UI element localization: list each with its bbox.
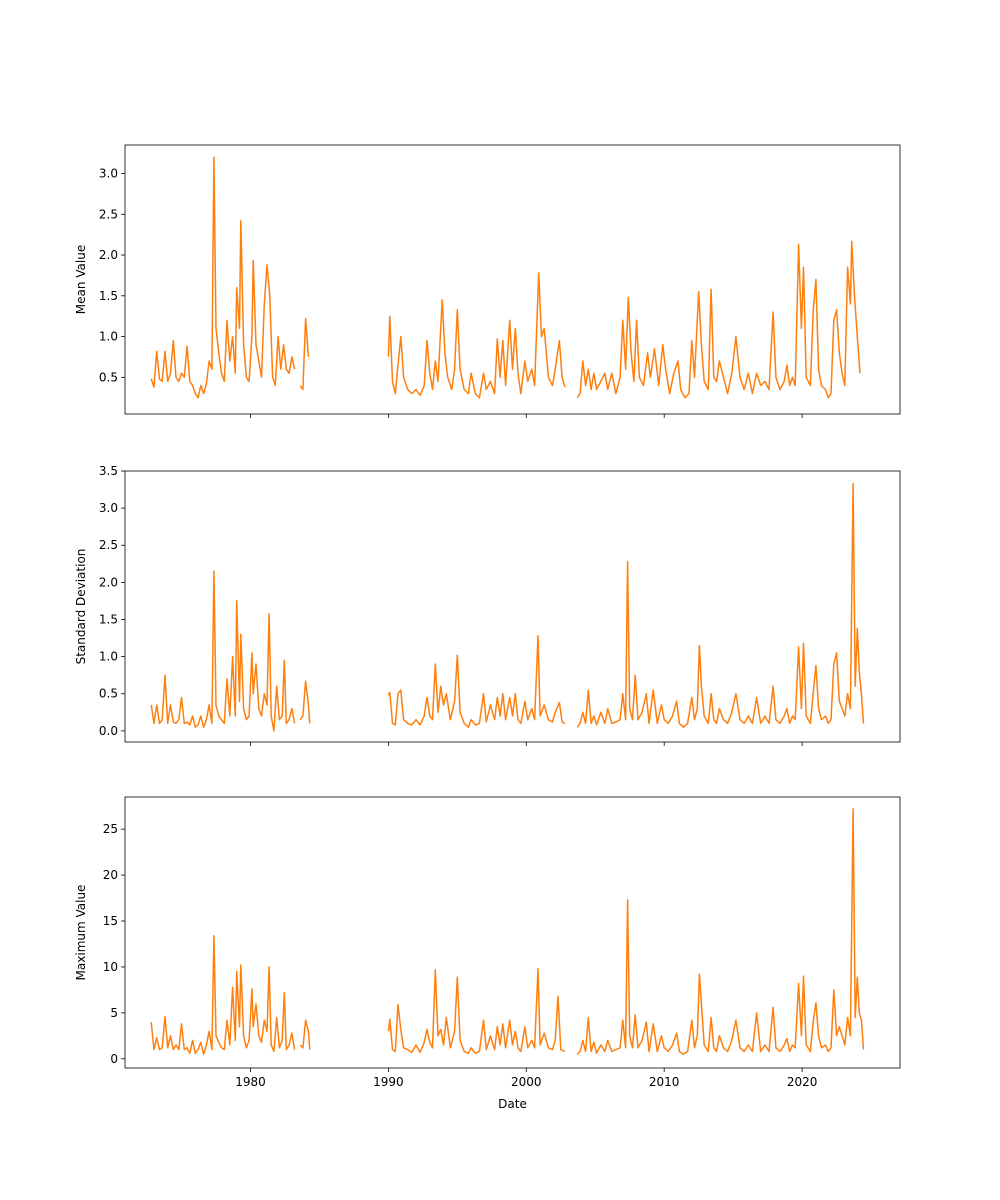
y-tick-label: 25	[103, 822, 118, 836]
x-tick-label: 1990	[373, 1075, 404, 1089]
y-tick-label: 15	[103, 914, 118, 928]
series-line-segment	[576, 240, 861, 399]
axes-frame	[124, 144, 901, 415]
series-line-segment	[387, 272, 566, 399]
y-tick-label: 2.0	[99, 575, 118, 589]
y-tick-label: 1.5	[99, 289, 118, 303]
series-line-segment	[299, 317, 310, 391]
series-line-segment	[299, 680, 311, 724]
y-tick-label: 0.0	[99, 724, 118, 738]
y-tick-label: 5	[110, 1006, 118, 1020]
series-line-segment	[387, 968, 566, 1055]
y-tick-label: 2.0	[99, 248, 118, 262]
x-tick-label: 2020	[787, 1075, 818, 1089]
y-tick-label: 0.5	[99, 687, 118, 701]
subplot-3: 0 5 10 15 20 25 1980 1990 2000 2010 2020 Maximum Va…	[74, 796, 901, 1111]
series-line-segment	[299, 1019, 311, 1050]
y-tick-label: 3.5	[99, 464, 118, 478]
y-tick-label: 0	[110, 1052, 118, 1066]
y-tick-label: 2.5	[99, 207, 118, 221]
x-tick-label: 2010	[649, 1075, 680, 1089]
y-tick-label: 0.5	[99, 370, 118, 384]
series-line-segment	[150, 934, 296, 1055]
x-axis-label: Date	[498, 1097, 527, 1111]
y-axis-label: Maximum Value	[74, 885, 88, 981]
y-tick-label: 3.0	[99, 501, 118, 515]
series-line-segment	[576, 808, 865, 1055]
x-tick-label: 2000	[511, 1075, 542, 1089]
axes-frame	[124, 470, 901, 743]
y-tick-label: 1.0	[99, 650, 118, 664]
series-line-segment	[150, 570, 296, 732]
subplot-2: 0.0 0.5 1.0 1.5 2.0 2.5 3.0 3.5 Standard Deviati…	[74, 464, 901, 746]
y-tick-label: 3.0	[99, 167, 118, 181]
y-tick-label: 1.0	[99, 330, 118, 344]
y-axis-label: Mean Value	[74, 245, 88, 314]
subplot-1: 0.5 1.0 1.5 2.0 2.5 3.0 Mean Value	[74, 144, 901, 418]
x-tick-label: 1980	[235, 1075, 266, 1089]
series-line-segment	[576, 482, 865, 728]
y-tick-label: 2.5	[99, 538, 118, 552]
y-tick-label: 20	[103, 868, 118, 882]
y-axis-label: Standard Deviation	[74, 549, 88, 665]
series-line-segment	[387, 635, 566, 728]
axes-frame	[124, 796, 901, 1069]
y-tick-label: 10	[103, 960, 118, 974]
y-tick-label: 1.5	[99, 612, 118, 626]
series-line-segment	[150, 156, 296, 399]
